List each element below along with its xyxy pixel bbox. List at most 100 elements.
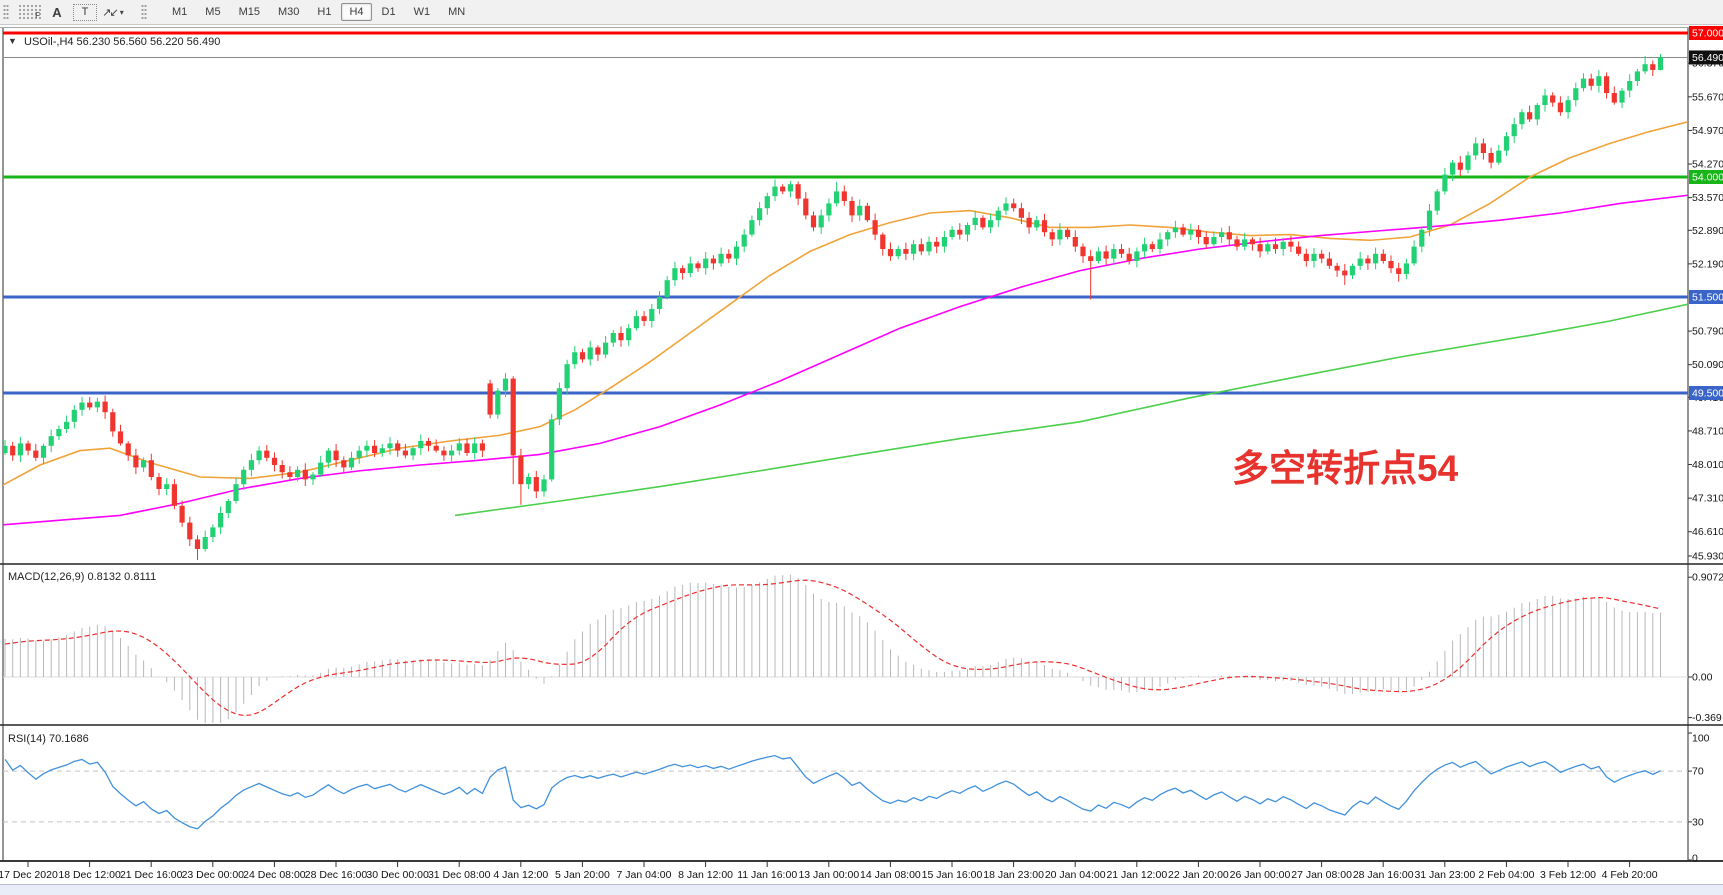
time-axis-label: 23 Dec 00:00 [182,869,245,881]
price-axis-label: 52.890 [1692,225,1723,237]
rsi-axis-label: 30 [1692,816,1704,828]
price-axis-label: 55.670 [1692,91,1723,103]
candles [3,54,1664,561]
candle [680,268,686,273]
candle [456,443,462,451]
candle [56,429,62,437]
price-badge [1689,290,1723,304]
candle [333,450,339,461]
candle [1049,232,1055,240]
symbol-dropdown-icon[interactable]: ▼ [8,36,17,46]
main-chart-panel [3,31,1688,561]
candle [325,450,331,463]
candle [772,186,778,197]
candle [1134,251,1140,261]
candle [1265,244,1271,252]
timeframe-button-group: M1 M5 M15 M30 H1 H4 D1 W1 MN [163,3,474,21]
candle [87,402,93,408]
tf-button-M5[interactable]: M5 [205,6,221,18]
candle [225,501,231,513]
toolbar-drag-handle[interactable] [141,4,147,20]
candle [287,472,293,477]
price-badge-label: 57.000 [1692,28,1723,40]
candle [48,436,54,446]
candle [1565,100,1571,113]
time-axis-label: 28 Jan 16:00 [1353,869,1414,881]
candle [564,364,570,389]
candle [1434,191,1440,211]
candle [526,477,532,485]
candle [125,443,131,456]
price-badge-label: 54.000 [1692,172,1723,184]
text-label-icon[interactable]: A [45,1,69,23]
candle [1534,105,1540,120]
candle [1426,210,1433,230]
candle [1657,57,1664,70]
price-badge [1689,50,1723,65]
candle [841,191,847,201]
candle [1296,246,1302,254]
price-axis: 56.37055.67054.97054.27053.57052.89052.1… [1688,26,1723,865]
rsi-axis-label: 0 [1692,853,1698,865]
candle [310,474,316,480]
candle [1326,258,1332,266]
candle [518,455,524,485]
arrow-objects-icon[interactable]: ↗↙ ▾ [101,1,125,23]
candle [156,477,162,489]
candle [1403,263,1409,274]
candle [880,234,886,249]
time-axis-label: 22 Jan 20:00 [1168,869,1229,881]
candle [271,457,278,465]
chevron-down-icon: ▾ [119,7,124,17]
candle [1342,270,1348,276]
price-axis-label: 48.010 [1692,459,1723,471]
time-axis-label: 27 Jan 08:00 [1291,869,1352,881]
candle [795,184,801,199]
candle [40,445,47,458]
candle [533,477,539,492]
time-axis-label: 30 Dec 00:00 [366,869,429,881]
medium-ma-line [3,194,1688,526]
tf-button-MN[interactable]: MN [448,6,466,18]
candle [1249,239,1255,245]
time-axis-label: 14 Jan 08:00 [860,869,921,881]
tf-button-M15[interactable]: M15 [238,6,260,18]
tf-button-D1[interactable]: D1 [381,6,396,18]
candle [1057,229,1063,240]
candle [733,246,740,259]
time-axis-label: 13 Jan 00:00 [798,869,859,881]
tf-button-M30[interactable]: M30 [277,6,300,18]
candle [1242,239,1248,247]
time-axis-label: 5 Jan 20:00 [555,869,610,881]
candle [1542,95,1548,105]
candle [10,445,16,456]
candle [703,258,709,269]
price-badge-label: 51.500 [1692,292,1723,304]
candle [1619,90,1625,103]
candle [1165,232,1171,240]
tf-button-H4[interactable]: H4 [341,3,372,21]
text-box-icon[interactable]: T [73,3,97,21]
time-axis-label: 2 Feb 04:00 [1478,869,1534,881]
candle [441,450,447,456]
time-axis-label: 8 Jan 12:00 [678,869,733,881]
chart-grid-icon[interactable]: F [17,3,41,21]
time-axis-label: 28 Dec 16:00 [305,869,368,881]
candle [364,445,370,451]
candle [1018,208,1024,218]
toolbar-drag-handle[interactable] [3,4,9,20]
candle [1373,253,1379,264]
candle [911,244,917,254]
price-axis-label: 54.970 [1692,125,1723,137]
candle [556,388,562,420]
tf-button-M1[interactable]: M1 [172,6,188,18]
candle [1026,217,1032,228]
tf-button-H1[interactable]: H1 [317,6,332,18]
macd-indicator-label: MACD(12,26,9) 0.8132 0.8111 [8,571,156,583]
candle [510,378,516,456]
candle [3,445,8,453]
candle [995,210,1001,221]
tf-button-W1[interactable]: W1 [413,6,431,18]
candle [1349,265,1356,276]
